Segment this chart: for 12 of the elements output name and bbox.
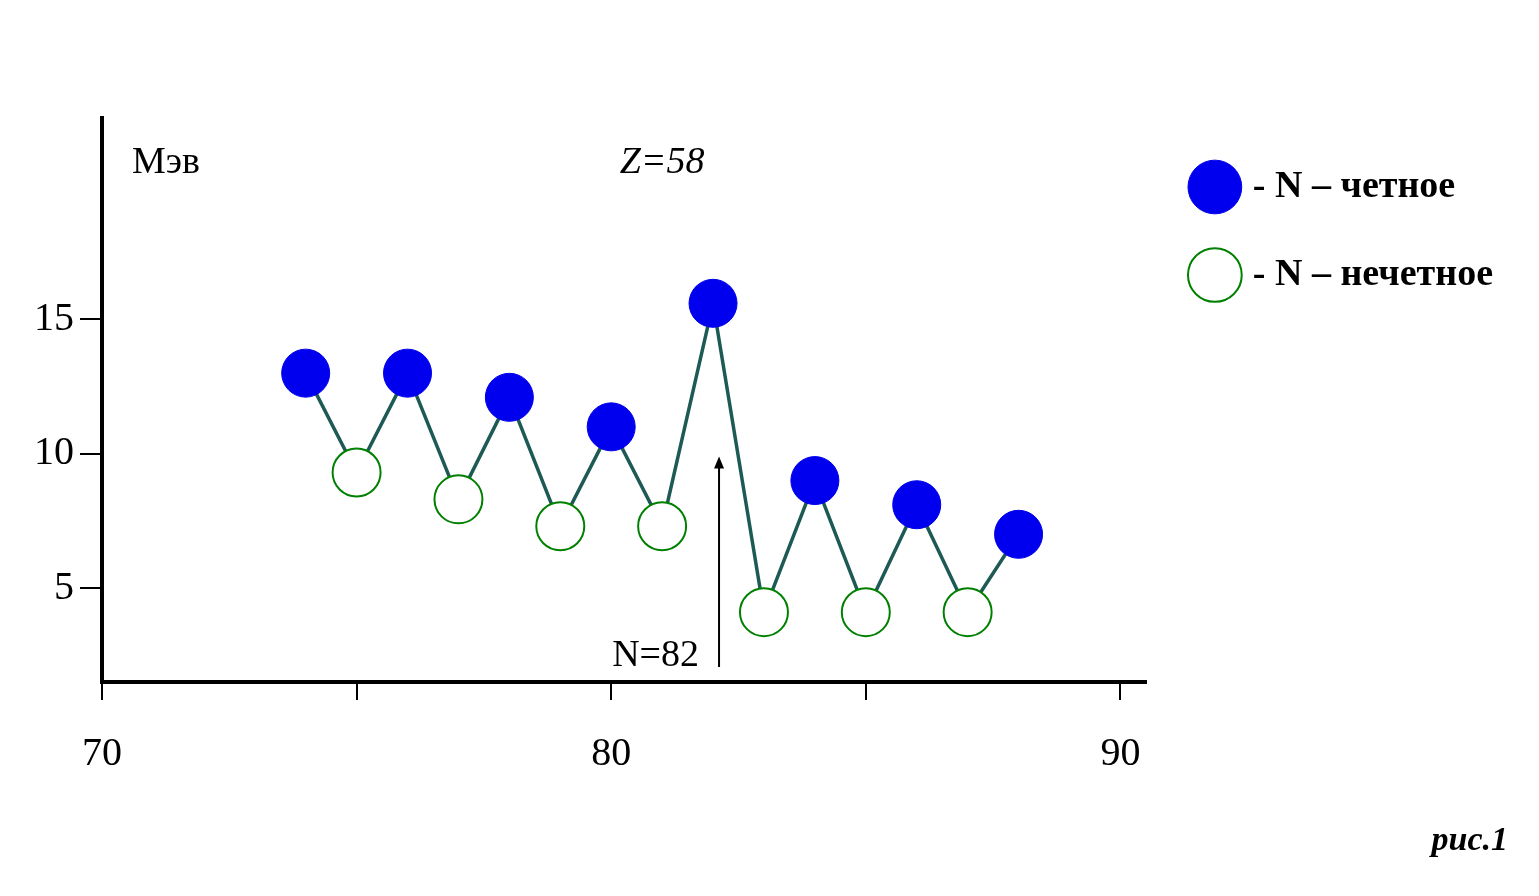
y-tick-label: 5 bbox=[54, 562, 74, 608]
legend-label: - N – нечетное bbox=[1252, 250, 1494, 293]
annotation: N=82 bbox=[612, 631, 700, 674]
y-tick-label: 10 bbox=[34, 428, 74, 474]
x-tick-label: 70 bbox=[82, 728, 122, 774]
legend-label: - N – четное bbox=[1252, 162, 1456, 205]
x-tick-label: 80 bbox=[591, 728, 632, 774]
text: Z=58 bbox=[619, 138, 705, 181]
y-axis-title: Мэв bbox=[132, 138, 201, 181]
y-tick-label: 15 bbox=[34, 293, 74, 339]
x-tick-label: 90 bbox=[1100, 728, 1141, 774]
text: рис.1 bbox=[1428, 819, 1508, 857]
